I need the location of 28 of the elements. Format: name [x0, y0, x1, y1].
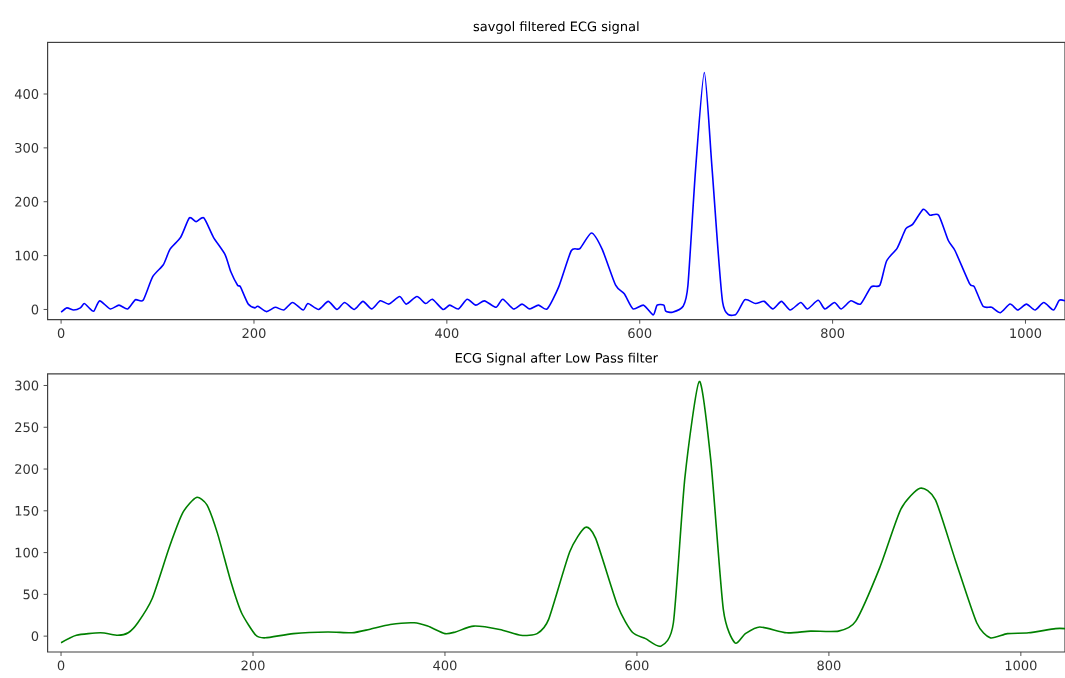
- x-tick-label: 1000: [1010, 328, 1042, 339]
- x-tick-label: 200: [241, 660, 265, 671]
- x-tick-label: 0: [57, 660, 65, 671]
- y-tick-label: 100: [15, 547, 39, 558]
- chart-title: savgol filtered ECG signal: [473, 21, 639, 34]
- y-tick-label: 50: [23, 589, 39, 600]
- y-tick-label: 0: [31, 304, 39, 315]
- x-tick-label: 600: [628, 328, 652, 339]
- x-tick-label: 800: [817, 660, 841, 671]
- chart-title: ECG Signal after Low Pass filter: [455, 352, 658, 366]
- y-tick-label: 100: [15, 250, 39, 261]
- y-tick-label: 300: [15, 380, 39, 391]
- y-tick-label: 150: [15, 505, 39, 516]
- y-tick-label: 300: [15, 142, 39, 153]
- x-tick-label: 600: [625, 660, 649, 671]
- x-tick-label: 400: [435, 328, 459, 339]
- y-tick-label: 250: [15, 422, 39, 433]
- y-tick-label: 0: [31, 631, 39, 642]
- y-tick-label: 400: [14, 89, 39, 99]
- y-tick-label: 200: [15, 464, 39, 474]
- line-series: [60, 380, 1065, 647]
- x-tick-label: 1000: [1005, 660, 1037, 671]
- x-tick-label: 0: [57, 328, 65, 339]
- x-tick-label: 800: [821, 328, 845, 339]
- line-series: [60, 71, 1065, 316]
- y-tick-label: 200: [15, 196, 39, 207]
- x-tick-label: 200: [242, 328, 266, 339]
- x-tick-label: 400: [433, 660, 457, 671]
